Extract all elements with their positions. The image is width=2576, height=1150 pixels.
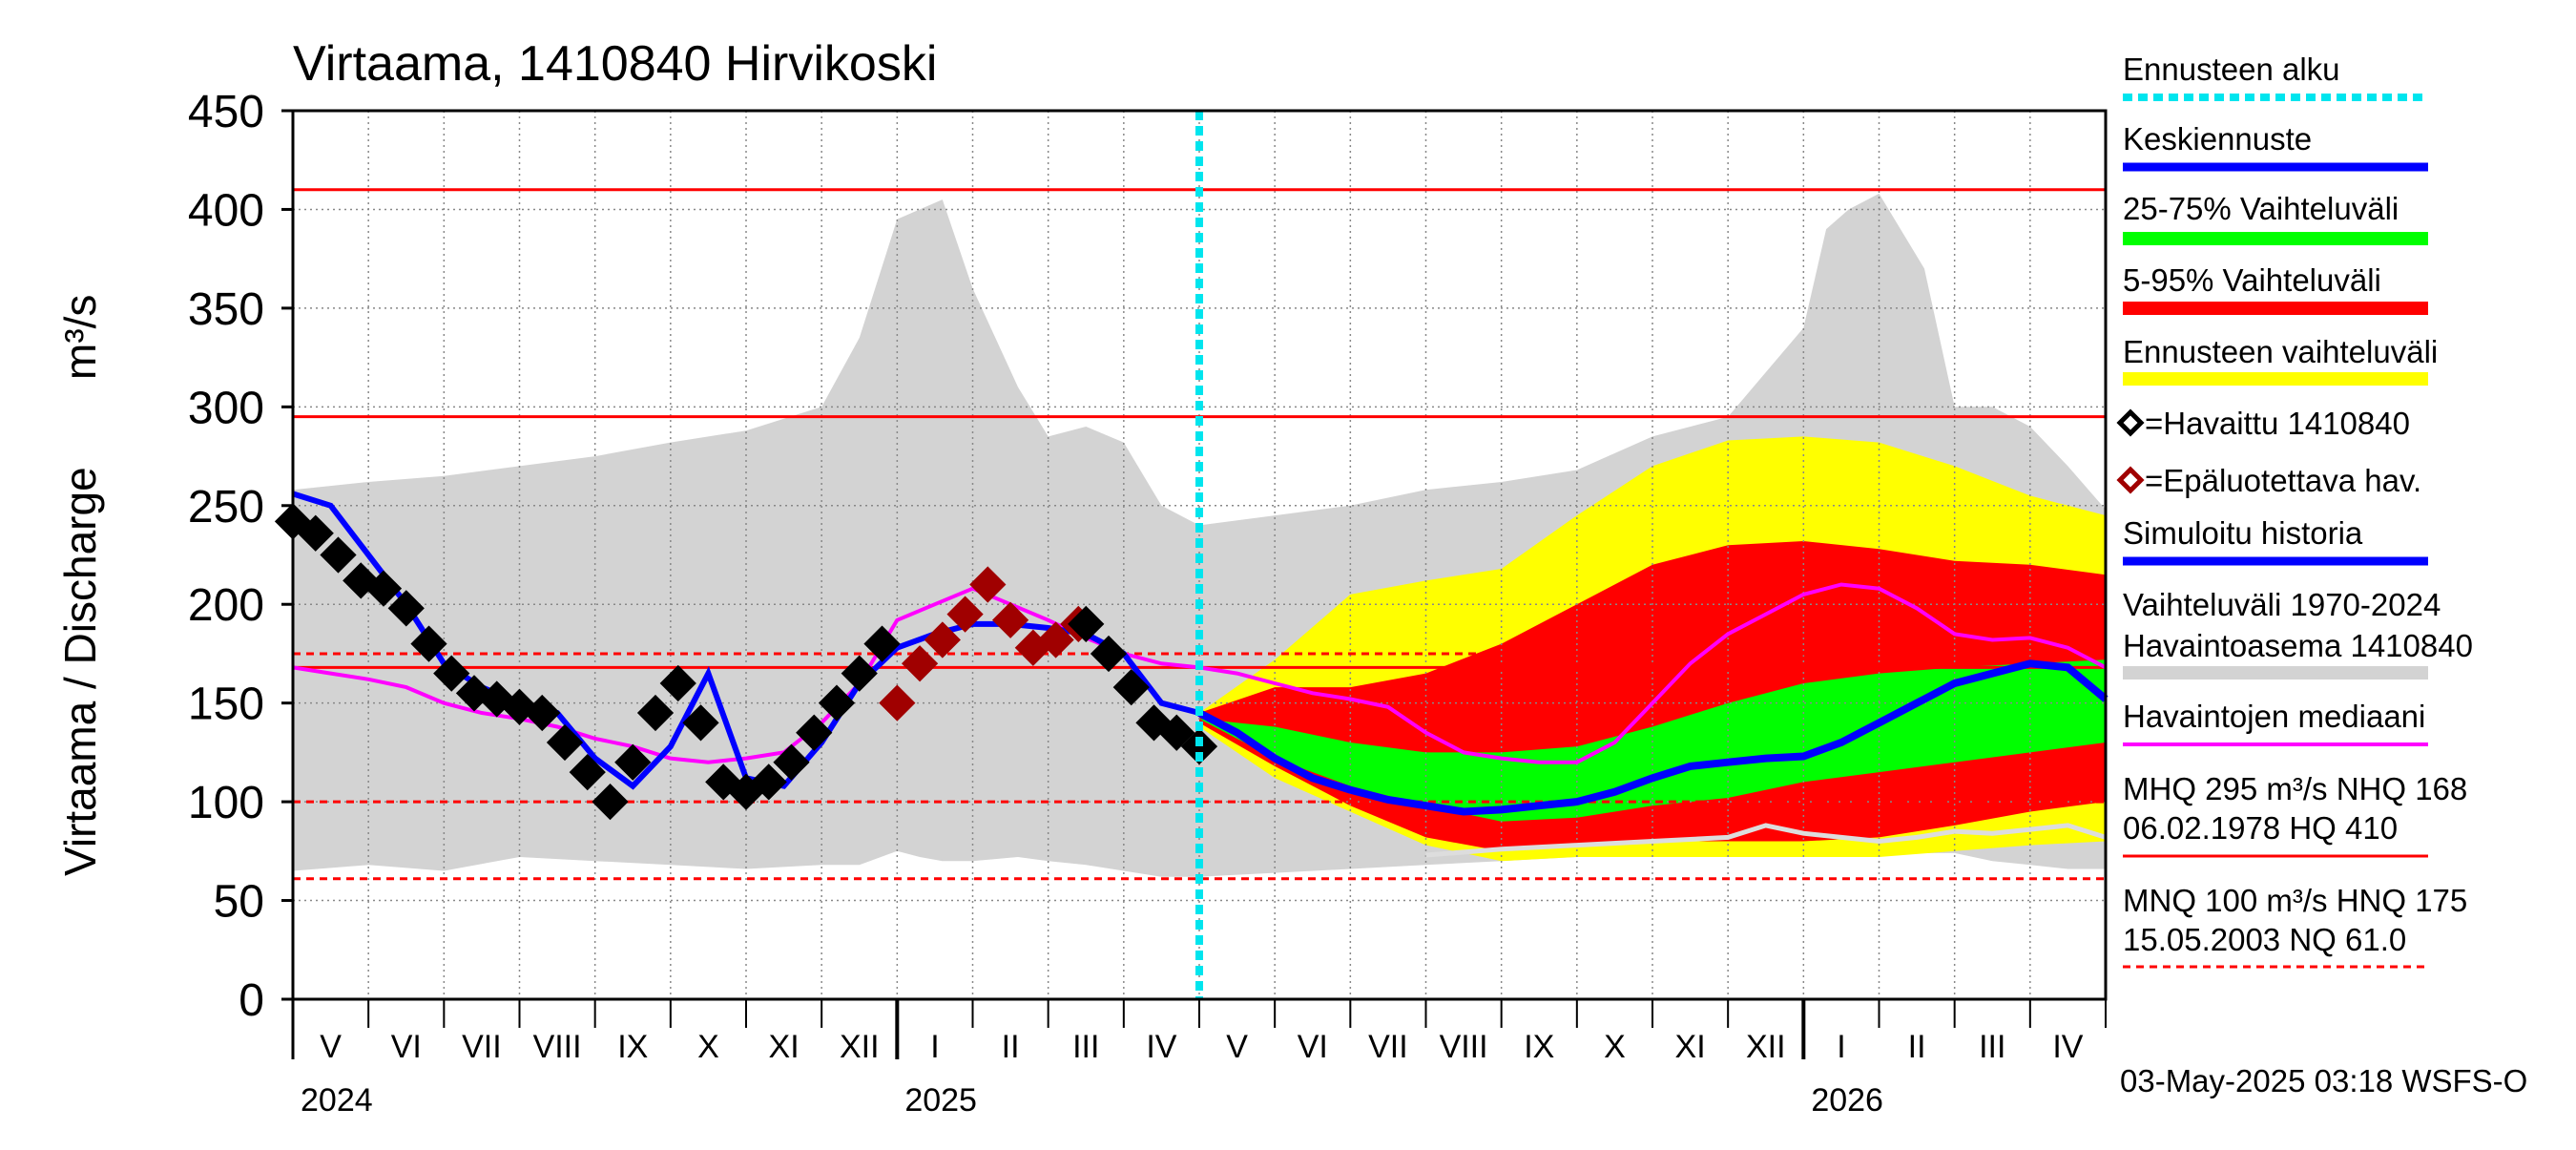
observed-point-24 [818, 684, 856, 721]
legend-range-line1: Vaihteluväli 1970-2024 [2123, 587, 2441, 622]
legend-unreliable-marker [2116, 466, 2145, 494]
legend-mnq-line2: 15.05.2003 NQ 61.0 [2123, 922, 2406, 957]
x-month-label-5: X [697, 1029, 719, 1065]
legend-simulated-label: Simuloitu historia [2123, 515, 2363, 551]
legend-forecast-start-label: Ennusteen alku [2123, 52, 2340, 87]
observed-point-1 [297, 514, 334, 552]
x-month-label-1: VI [391, 1029, 422, 1065]
x-year-label-1: 2025 [904, 1082, 977, 1119]
legend-forecast-range-label: Ennusteen vaihteluväli [2123, 334, 2438, 369]
x-month-label-21: II [1908, 1029, 1926, 1065]
x-month-label-17: X [1604, 1029, 1626, 1065]
legend-mhq-line2: 06.02.1978 HQ 410 [2123, 810, 2398, 846]
unreliable-observation-point-1 [901, 645, 939, 682]
observed-point-23 [796, 714, 833, 751]
x-month-label-14: VII [1368, 1029, 1408, 1065]
x-month-label-8: I [930, 1029, 939, 1065]
unreliable-observation-point-2 [924, 621, 961, 659]
y-tick-label-9: 450 [188, 87, 264, 137]
observed-point-7 [433, 655, 470, 692]
observed-point-12 [546, 723, 584, 762]
x-month-label-20: I [1837, 1029, 1845, 1065]
unreliable-observation-point-0 [879, 684, 916, 721]
legend-observed-label: =Havaittu 1410840 [2145, 406, 2410, 441]
observed-point-15 [614, 743, 652, 781]
unreliable-observation-point-3 [946, 596, 984, 633]
legend-unreliable-label: =Epäluotettava hav. [2145, 463, 2421, 498]
x-month-label-0: V [320, 1029, 342, 1065]
observed-point-13 [569, 753, 606, 791]
x-year-label-0: 2024 [301, 1082, 373, 1119]
legend-band-5-95-label: 5-95% Vaihteluväli [2123, 262, 2381, 298]
x-month-label-19: XII [1746, 1029, 1786, 1065]
observed-point-17 [659, 664, 696, 702]
y-tick-label-6: 300 [188, 383, 264, 433]
x-month-label-10: III [1072, 1029, 1099, 1065]
y-tick-label-4: 200 [188, 580, 264, 631]
observed-point-27 [1068, 605, 1105, 643]
observed-point-22 [773, 743, 810, 781]
unreliable-observation-point-7 [1037, 621, 1074, 659]
chart-title: Virtaama, 1410840 Hirvikoski [293, 36, 937, 92]
y-tick-label-3: 150 [188, 680, 264, 730]
y-axis-unit: m³/s [55, 295, 105, 380]
observed-point-14 [592, 783, 629, 821]
x-month-label-2: VII [462, 1029, 502, 1065]
observed-point-21 [750, 763, 787, 801]
observed-point-25 [841, 655, 878, 692]
legend-band-25-75-label: 25-75% Vaihteluväli [2123, 191, 2399, 226]
x-month-label-3: VIII [533, 1029, 582, 1065]
y-tick-label-7: 350 [188, 284, 264, 335]
observed-point-16 [636, 694, 675, 732]
observed-point-5 [387, 590, 425, 627]
legend: Ennusteen alku Keskiennuste 25-75% Vaihtel… [2116, 52, 2473, 969]
x-month-label-11: IV [1146, 1029, 1176, 1065]
y-tick-label-2: 100 [188, 778, 264, 828]
legend-mnq-line1: MNQ 100 m³/s HNQ 175 [2123, 883, 2467, 918]
observed-point-26 [863, 625, 901, 662]
x-month-label-13: VI [1298, 1029, 1328, 1065]
observed-point-29 [1112, 668, 1150, 706]
observed-point-2 [320, 536, 357, 574]
observed-point-18 [682, 704, 719, 742]
x-month-label-9: II [1002, 1029, 1020, 1065]
legend-mean-forecast-label: Keskiennuste [2123, 121, 2312, 157]
legend-range-line2: Havaintoasema 1410840 [2123, 628, 2473, 663]
legend-median-label: Havaintojen mediaani [2123, 699, 2425, 734]
footer-timestamp: 03-May-2025 03:18 WSFS-O [2120, 1063, 2527, 1098]
unreliable-observation-point-5 [991, 601, 1029, 638]
y-tick-label-1: 50 [214, 877, 264, 928]
x-month-label-16: IX [1524, 1029, 1554, 1065]
y-tick-label-8: 400 [188, 185, 264, 236]
legend-observed-marker [2116, 408, 2145, 437]
x-month-label-22: III [1979, 1029, 2005, 1065]
x-month-label-18: XI [1675, 1029, 1706, 1065]
legend-mhq-line1: MHQ 295 m³/s NHQ 168 [2123, 771, 2467, 806]
x-month-label-12: V [1226, 1029, 1248, 1065]
y-tick-label-5: 250 [188, 482, 264, 533]
observed-point-4 [364, 570, 403, 607]
y-tick-label-0: 0 [239, 975, 264, 1026]
observed-point-6 [410, 625, 447, 662]
y-axis-label: Virtaama / Discharge [55, 467, 105, 876]
x-month-label-4: IX [617, 1029, 648, 1065]
x-month-label-15: VIII [1440, 1029, 1488, 1065]
mean-forecast-line [1197, 659, 2109, 816]
lower-forecast-line [1425, 823, 2107, 858]
x-month-label-23: IV [2052, 1029, 2083, 1065]
observed-point-28 [1090, 635, 1128, 673]
unreliable-observation-point-4 [969, 566, 1007, 603]
observed-point-11 [524, 694, 561, 732]
observed-point-32 [1180, 728, 1218, 765]
observed-point-31 [1158, 714, 1195, 751]
x-month-label-7: XII [840, 1029, 880, 1065]
x-month-label-6: XI [769, 1029, 800, 1065]
x-year-label-2: 2026 [1811, 1082, 1883, 1119]
